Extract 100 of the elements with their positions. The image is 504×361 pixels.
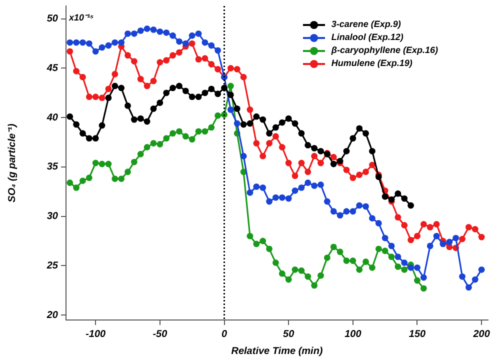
point [124, 168, 131, 176]
point [163, 135, 170, 142]
y-tick-label: 50 [46, 14, 58, 25]
point [137, 150, 144, 158]
point [362, 130, 369, 137]
point [150, 140, 157, 146]
point [343, 148, 350, 154]
point [292, 120, 298, 127]
point [330, 244, 337, 250]
y-tick-label: 25 [46, 260, 58, 272]
point [266, 130, 272, 137]
y-axis-title: SO₄ (g particle⁻¹) [6, 122, 18, 202]
point [253, 113, 260, 120]
point [118, 176, 125, 182]
point [311, 282, 318, 289]
point [182, 88, 189, 94]
point [156, 141, 164, 148]
point [130, 116, 138, 123]
point [80, 130, 86, 137]
legend-label: β-caryophyllene (Exp.16) [331, 44, 438, 57]
x-axis-title: Relative Time (min) [231, 346, 324, 357]
point [336, 248, 344, 256]
point [330, 160, 337, 168]
y-tick-label: 20 [46, 310, 58, 321]
point [382, 193, 388, 200]
point [66, 180, 74, 186]
point [188, 94, 196, 100]
point [86, 135, 92, 142]
point [214, 112, 222, 119]
point [382, 248, 388, 254]
point [414, 277, 420, 284]
legend-label: 3-carene (Exp.9) [331, 18, 401, 31]
x-tick-label: -50 [152, 328, 168, 340]
point [150, 105, 157, 112]
annotation: x10⁻¹⁵ [68, 12, 94, 22]
legend-label: Humulene (Exp.19) [331, 57, 412, 70]
point [137, 115, 144, 122]
point [156, 100, 164, 106]
point [112, 82, 118, 90]
point [98, 160, 106, 168]
point [394, 263, 402, 270]
point [278, 270, 286, 277]
point [214, 90, 222, 98]
y-tick-label: 40 [46, 112, 58, 124]
point [80, 178, 86, 184]
point [163, 90, 170, 96]
point [202, 128, 208, 135]
point [356, 266, 363, 273]
point [208, 124, 215, 131]
point [260, 116, 266, 123]
x-tick-label: 0 [221, 328, 228, 340]
point [92, 160, 99, 166]
point [350, 135, 356, 142]
point [401, 195, 408, 202]
point [298, 130, 305, 137]
point [356, 125, 363, 132]
point [195, 128, 202, 135]
point [170, 130, 176, 137]
y-tick-label: 35 [46, 162, 58, 173]
point [202, 90, 208, 96]
point [388, 254, 395, 260]
point [246, 120, 254, 127]
point [105, 94, 112, 102]
point [130, 158, 138, 166]
point [176, 128, 182, 135]
point [234, 105, 240, 112]
point [298, 267, 305, 274]
point [394, 190, 402, 197]
y-tick-label: 30 [46, 211, 58, 222]
point [311, 144, 318, 152]
point [124, 102, 131, 109]
point [420, 285, 427, 292]
point [278, 119, 286, 126]
point [240, 121, 247, 128]
point [369, 148, 376, 154]
point [227, 82, 234, 90]
point [73, 121, 80, 128]
x-tick-label: -100 [86, 328, 106, 340]
x-tick-label: 150 [408, 328, 426, 340]
point [285, 115, 292, 122]
point [362, 258, 369, 265]
point [227, 92, 234, 98]
point [375, 246, 382, 252]
point [112, 176, 118, 182]
point [324, 254, 330, 261]
point [292, 266, 298, 273]
point [98, 122, 106, 129]
point [144, 118, 150, 125]
point [246, 232, 254, 240]
point [86, 174, 92, 182]
point [318, 148, 324, 154]
point [266, 246, 272, 252]
point [176, 82, 182, 90]
point [208, 86, 215, 92]
point [92, 135, 99, 142]
point [285, 276, 292, 283]
point [260, 238, 266, 244]
point [118, 84, 125, 92]
point [343, 258, 350, 264]
point [188, 136, 196, 142]
